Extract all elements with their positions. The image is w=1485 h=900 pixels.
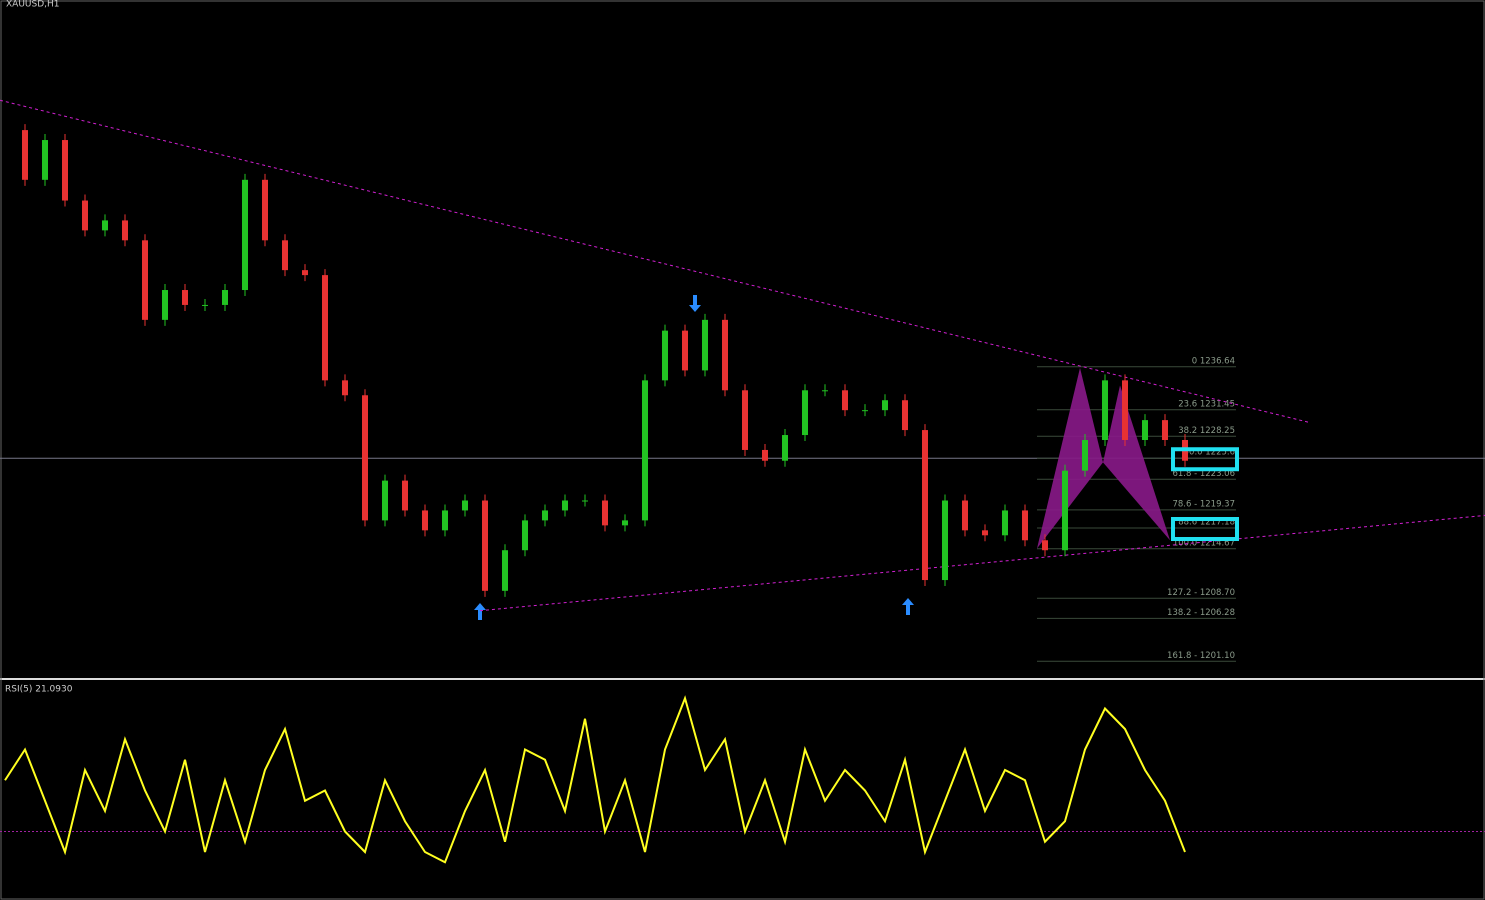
candle	[362, 395, 368, 521]
candle	[562, 500, 568, 511]
candle	[382, 480, 388, 521]
candle	[642, 380, 648, 521]
candle	[722, 319, 728, 391]
candle	[342, 380, 348, 396]
candle	[942, 500, 948, 581]
candle	[1122, 380, 1128, 441]
candle	[242, 179, 248, 291]
trendline	[0, 99, 1311, 424]
candle	[302, 270, 308, 276]
candle	[622, 520, 628, 526]
candle	[202, 304, 208, 306]
candle	[1062, 470, 1068, 551]
fib-label: 0 1236.64	[1192, 356, 1235, 366]
candle	[582, 500, 588, 502]
rsi-title: RSI(5) 21.0930	[5, 685, 73, 695]
candle	[42, 140, 48, 180]
harmonic-pattern	[1037, 367, 1103, 549]
candle	[1042, 540, 1048, 551]
chart-title: XAUUSD,H1	[6, 0, 60, 10]
candle	[122, 220, 128, 241]
candle	[682, 330, 688, 371]
candle	[1022, 510, 1028, 541]
fib-label: 161.8 - 1201.10	[1167, 651, 1235, 661]
candle	[742, 390, 748, 450]
candle	[902, 400, 908, 431]
candle	[882, 400, 888, 411]
candle	[282, 240, 288, 271]
candle	[962, 500, 968, 531]
candle	[62, 140, 68, 201]
fib-label: 50.0 1225.6	[1184, 448, 1235, 458]
candle	[1162, 420, 1168, 441]
up-arrow	[902, 598, 914, 615]
fib-label: 138.2 - 1206.28	[1167, 608, 1235, 618]
candle	[82, 200, 88, 231]
rsi-line	[4, 695, 1186, 864]
candle	[402, 480, 408, 511]
fib-label: 38.2 1228.25	[1178, 426, 1235, 436]
fib-label: 100.0 1214.67	[1173, 538, 1235, 548]
candle	[802, 390, 808, 436]
candle	[982, 530, 988, 536]
trendline	[479, 514, 1485, 612]
arrows	[474, 295, 914, 620]
candle	[422, 510, 428, 531]
candle	[442, 510, 448, 531]
candle	[702, 319, 708, 371]
candle	[862, 410, 868, 412]
fib-label: 23.6 1231.45	[1178, 399, 1235, 409]
harmonic-pattern	[1103, 385, 1170, 541]
candle	[1002, 510, 1008, 536]
candle	[522, 520, 528, 551]
candle	[662, 330, 668, 381]
candle	[762, 449, 768, 461]
fib-label: 127.2 - 1208.70	[1167, 588, 1235, 598]
highlight-box	[1171, 517, 1239, 542]
up-arrow	[474, 603, 486, 620]
candle	[1082, 440, 1088, 471]
candle	[502, 550, 508, 591]
candle	[542, 510, 548, 521]
fib-label: 88.6 1217.18	[1178, 518, 1235, 528]
candle	[1102, 380, 1108, 441]
candle	[22, 130, 28, 180]
down-arrow	[689, 295, 701, 312]
candle	[102, 220, 108, 231]
candle	[162, 290, 168, 320]
candle	[142, 240, 148, 320]
candle	[922, 430, 928, 581]
candle	[782, 435, 788, 461]
highlight-box	[1171, 447, 1239, 472]
candle	[602, 500, 608, 526]
candle	[262, 179, 268, 241]
candle	[842, 390, 848, 411]
candle	[482, 500, 488, 591]
candle	[1142, 420, 1148, 441]
candle	[222, 290, 228, 305]
fib-label: 61.8 - 1223.06	[1172, 469, 1235, 479]
candle	[322, 275, 328, 381]
candle	[462, 500, 468, 511]
fib-label: 78.6 - 1219.37	[1172, 499, 1235, 509]
candle	[822, 390, 828, 392]
candle	[182, 290, 188, 305]
